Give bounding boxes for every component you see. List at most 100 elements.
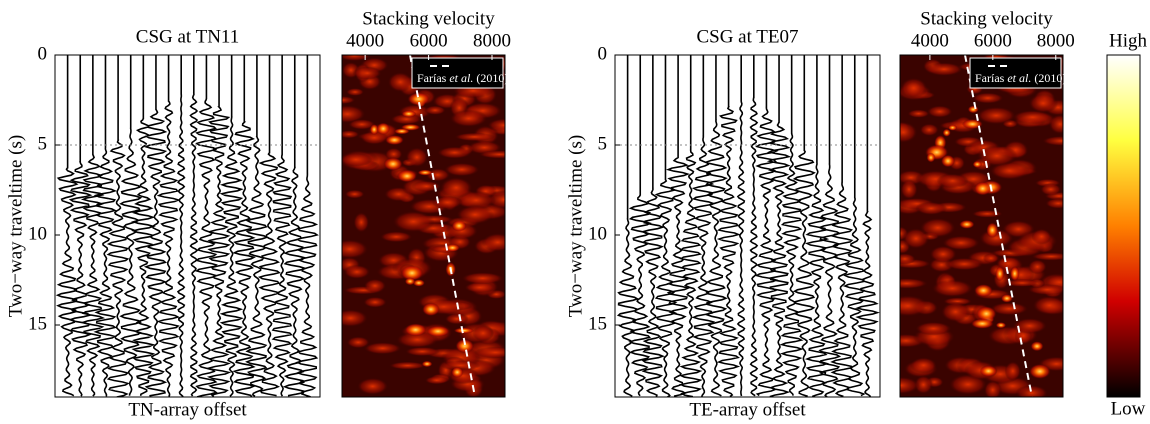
spectrum-blob: [344, 189, 365, 199]
x-tick-label: 4000: [911, 30, 949, 51]
spectrum-blob: [472, 325, 494, 342]
spectrum-peak: [396, 169, 418, 183]
spectrum-blob: [444, 313, 469, 325]
spectrum-blob: [342, 309, 369, 328]
spectrum-blob: [982, 253, 1000, 264]
wiggle-trace: [705, 55, 728, 397]
spectrum-blob: [342, 130, 360, 139]
x-tick-label: 6000: [974, 30, 1012, 51]
csg-frame: [54, 54, 321, 398]
spectrum-title: Stacking velocity: [362, 8, 495, 29]
spectrum-peak: [1028, 363, 1051, 380]
wiggle-trace: [176, 55, 186, 397]
spectrum-blob: [1030, 252, 1063, 261]
spectrum-blob: [347, 119, 376, 130]
wiggle-trace: [206, 55, 232, 397]
spectrum-blob: [388, 361, 427, 370]
wiggle-trace: [257, 55, 281, 397]
wiggle-traces: [616, 55, 880, 397]
wiggle-trace: [232, 55, 256, 397]
spectrum-blob: [900, 121, 918, 144]
spectrum-blob: [924, 62, 964, 77]
wiggle-trace: [295, 55, 319, 397]
spectrum-blob: [989, 302, 1029, 316]
spectrum-blob: [342, 104, 366, 124]
spectrum-blob: [944, 257, 985, 271]
x-axis-label: TE-array offset: [689, 399, 806, 420]
spectrum-blob: [1031, 228, 1052, 245]
wiggle-trace: [678, 55, 703, 397]
wiggle-trace: [804, 55, 830, 397]
legend-text: et al.: [449, 71, 473, 85]
wiggle-trace: [189, 55, 199, 397]
spectrum-blob: [914, 375, 933, 395]
spectrum-peak: [451, 220, 467, 232]
x-tick-label: 4000: [346, 30, 384, 51]
spectrum-blob: [971, 209, 1004, 218]
spectrum-peak: [393, 128, 410, 135]
spectrum-peak: [376, 122, 391, 135]
wiggle-trace: [93, 55, 118, 397]
legend-label: Farías et al. (2010): [975, 71, 1066, 85]
spectrum-peak: [947, 124, 958, 131]
x-tick-label: 6000: [410, 30, 448, 51]
spectrum-blob: [379, 231, 413, 243]
spectrum-blob: [346, 336, 371, 349]
spectrum-blob: [486, 118, 505, 133]
spectrum-peak: [972, 160, 983, 168]
spectrum-peak: [453, 327, 475, 334]
wiggle-trace: [716, 55, 741, 397]
spectrum-blob: [1003, 278, 1041, 287]
spectrum-peak: [975, 305, 997, 322]
wiggle-trace: [156, 55, 181, 397]
wiggle-traces: [55, 55, 319, 397]
spectrum-blob: [363, 342, 402, 355]
spectrum-peak: [421, 360, 433, 368]
spectrum-blob: [909, 357, 938, 374]
wiggle-trace: [219, 55, 244, 397]
spectrum-blob: [353, 211, 370, 233]
spectrum-blob: [352, 66, 382, 80]
spectrum-blob: [931, 279, 974, 298]
spectrum-peak: [404, 323, 427, 337]
spectrum-peak: [407, 92, 430, 106]
spectrum-blob: [900, 179, 918, 200]
spectrum-blob: [915, 201, 948, 216]
spectrum-blob: [424, 376, 450, 385]
spectrum-blob: [900, 253, 917, 265]
legend-text: (2010): [473, 71, 508, 85]
wiggle-trace: [80, 55, 106, 397]
y-tick-label: 10: [28, 223, 47, 244]
spectrum-blob: [936, 173, 969, 189]
colorbar: [1106, 54, 1141, 398]
y-tick-label: 0: [598, 43, 608, 64]
legend-text: (2010): [1031, 71, 1066, 85]
spectrum-blob: [424, 105, 447, 116]
spectrum-peak: [417, 169, 433, 176]
spectrum-peak: [383, 157, 403, 171]
spectrum-blob: [1040, 182, 1062, 196]
spectrum-peak: [970, 318, 995, 329]
wiggle-trace: [818, 55, 842, 397]
wiggle-trace: [792, 55, 816, 397]
wiggle-trace: [271, 55, 293, 397]
x-tick-label: 8000: [473, 30, 511, 51]
spectrum-blob: [1011, 317, 1048, 334]
spectrum-blob: [976, 145, 1018, 167]
reference-trend: [409, 55, 476, 397]
spectrum-peak: [986, 222, 999, 239]
wiggle-trace: [616, 55, 640, 397]
spectrum-peak: [400, 265, 424, 282]
wiggle-trace: [245, 55, 269, 397]
spectrum-blob: [439, 176, 473, 199]
legend-label: Farías et al. (2010): [417, 71, 508, 85]
spectrum-title: Stacking velocity: [920, 8, 1053, 29]
spectrum-peak: [995, 266, 1005, 282]
spectrum-peak: [404, 277, 416, 286]
y-tick-label: 5: [38, 133, 48, 154]
spectrum-blob: [342, 55, 372, 62]
spectrum-peak: [979, 365, 998, 377]
spectrum-peak: [973, 283, 994, 298]
legend-text: Farías: [417, 71, 449, 85]
reference-trend: [964, 55, 1033, 397]
